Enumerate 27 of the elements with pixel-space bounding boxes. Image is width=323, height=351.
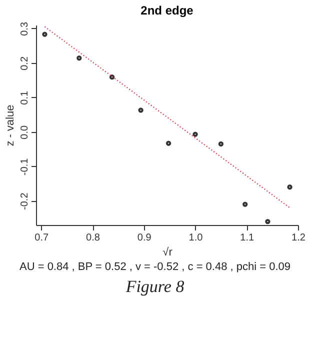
- point: [287, 184, 292, 190]
- point: [138, 108, 144, 113]
- x-tick-label: 1.2: [292, 232, 306, 244]
- y-axis-title: z - value: [4, 104, 16, 146]
- point: [109, 74, 115, 80]
- y-tick-label: 0.1: [20, 90, 30, 105]
- x-tick-label: 0.7: [34, 232, 50, 244]
- y-tick-label: -0.1: [20, 158, 30, 176]
- point: [76, 56, 82, 61]
- y-tick-label: 0.2: [20, 56, 30, 70]
- y-tick-label: 0.0: [20, 125, 30, 140]
- x-tick-label: 0.8: [86, 232, 100, 244]
- chart-title: 2nd edge: [140, 4, 194, 18]
- y-tick-label: 0.3: [20, 22, 30, 36]
- point: [265, 218, 270, 224]
- point: [218, 141, 224, 147]
- caption: Figure 8: [124, 277, 185, 296]
- point: [242, 202, 248, 207]
- x-tick-label: 1.1: [240, 232, 255, 244]
- x-tick-label: 1.0: [188, 232, 204, 244]
- point: [192, 132, 198, 137]
- x-tick-label: 0.9: [137, 232, 152, 244]
- point: [42, 32, 48, 37]
- text: AU = 0.84 , BP = 0.52 , v = -0.52 , c = 0.48 , pchi = 0.09: [20, 261, 290, 273]
- x-axis-title: √r: [162, 246, 173, 258]
- y-tick-label: -0.2: [20, 192, 30, 210]
- point: [166, 140, 172, 146]
